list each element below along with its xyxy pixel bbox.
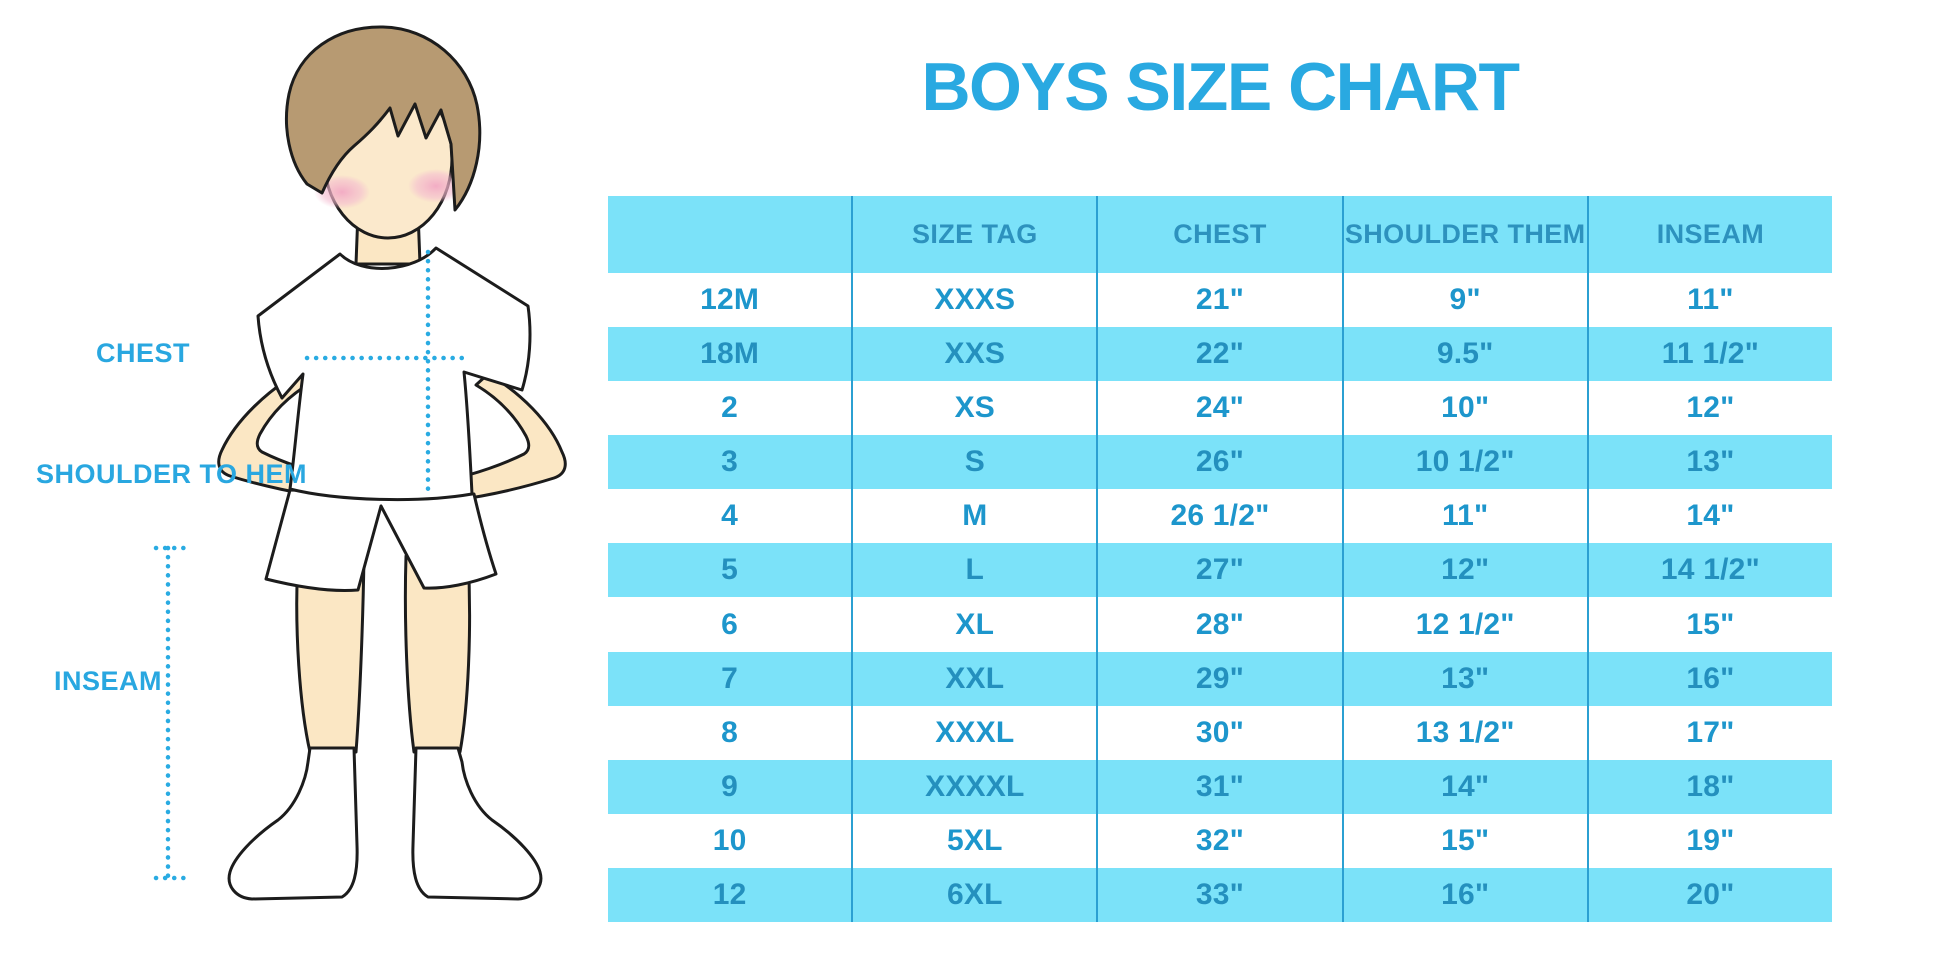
column-header: SHOULDER THEM [1341,196,1587,273]
table-cell: 21" [1096,273,1341,328]
table-row: 12 6XL 33" 16" 20" [608,867,1832,922]
page-title: BOYS SIZE CHART [921,49,1520,125]
table-cell: 28" [1096,597,1341,652]
table-body: 12M XXXS 21" 9" 11" 18M XXS 22" 9.5" 11 1/2" 2 XS 24… [608,273,1832,922]
table-cell: XS [851,381,1096,436]
table-cell: 22" [1096,327,1341,382]
table-cell: 6XL [851,867,1096,922]
table-row: 8 XXXL 30" 13 1/2" 17" [608,705,1832,760]
table-cell: 10" [1341,381,1587,436]
hair-shape [285,25,482,212]
table-cell: 31" [1096,759,1341,814]
table-row: 18M XXS 22" 9.5" 11 1/2" [608,327,1832,382]
table-cell: 13 1/2" [1341,705,1587,760]
column-header: CHEST [1096,196,1341,273]
table-cell: XXXXL [851,759,1096,814]
table-cell: 12 1/2" [1341,597,1587,652]
column-header: INSEAM [1586,196,1832,273]
table-cell: 10 1/2" [1341,435,1587,490]
table-cell: 9.5" [1341,327,1587,382]
table-cell: 33" [1096,867,1341,922]
tshirt-shape [256,246,532,502]
shoulder-to-hem-measure-label: SHOULDER TO HEM [36,459,308,489]
table-cell: 29" [1096,651,1341,706]
table-cell: 18M [700,337,760,371]
table-row: 7 XXL 29" 13" 16" [608,651,1832,706]
table-row: 10 5XL 32" 15" 19" [608,813,1832,868]
column-header: SIZE TAG [851,196,1096,273]
table-cell: 26 1/2" [1096,489,1341,544]
table-cell: 7 [721,661,739,695]
table-cell: 30" [1096,705,1341,760]
table-row: 5 L 27" 12" 14 1/2" [608,543,1832,598]
table-cell: 12M [700,283,760,317]
table-cell: 15" [1586,597,1832,652]
left-leg-shape [295,554,366,754]
table-cell: 12 [712,877,747,911]
table-cell: XXL [851,651,1096,706]
table-cell: 2 [721,391,739,425]
column-header [608,196,851,273]
table-cell: 26" [1096,435,1341,490]
table-cell: 17" [1586,705,1832,760]
table-cell: 14" [1586,489,1832,544]
table-cell: XXXL [851,705,1096,760]
left-sock-shape [227,746,359,901]
cheek-blush-right [408,169,464,203]
table-cell: 12" [1341,543,1587,598]
table-cell: 15" [1341,813,1587,868]
table-cell: S [851,435,1096,490]
table-cell: 32" [1096,813,1341,868]
table-cell: 6 [721,607,739,641]
table-cell: 27" [1096,543,1341,598]
table-cell: M [851,489,1096,544]
table-cell: 19" [1586,813,1832,868]
table-cell: 14" [1341,759,1587,814]
size-table: SIZE TAG CHEST SHOULDER THEM INSEAM 12M XXXS… [608,196,1832,922]
table-row: 2 XS 24" 10" 12" [608,381,1832,436]
table-cell: 9 [721,769,739,803]
table-cell: 16" [1341,867,1587,922]
table-row: 6 XL 28" 12 1/2" 15" [608,597,1832,652]
table-cell: L [851,543,1096,598]
table-cell: XXS [851,327,1096,382]
table-cell: 11" [1586,273,1832,328]
table-cell: 11 1/2" [1586,327,1832,382]
chest-measure-label: CHEST [96,338,191,368]
table-cell: 5 [721,553,739,587]
table-cell: 4 [721,499,739,533]
table-cell: 13" [1586,435,1832,490]
table-cell: 8 [721,715,739,749]
boy-illustration [153,25,567,901]
table-cell: 11" [1341,489,1587,544]
table-row: 4 M 26 1/2" 11" 14" [608,489,1832,544]
shorts-shape [264,488,498,592]
table-cell: 24" [1096,381,1341,436]
table-row: 9 XXXXL 31" 14" 18" [608,759,1832,814]
table-cell: 9" [1341,273,1587,328]
table-cell: 20" [1586,867,1832,922]
table-cell: 10 [712,823,747,857]
table-cell: XL [851,597,1096,652]
table-cell: 16" [1586,651,1832,706]
table-row: 3 S 26" 10 1/2" 13" [608,435,1832,490]
inseam-measure-label: INSEAM [54,666,163,696]
right-sock-shape [411,746,543,901]
table-cell: 5XL [851,813,1096,868]
table-header-row: SIZE TAG CHEST SHOULDER THEM INSEAM [608,196,1832,273]
table-cell: 14 1/2" [1586,543,1832,598]
table-cell: 3 [721,445,739,479]
table-cell: 18" [1586,759,1832,814]
table-cell: 13" [1341,651,1587,706]
table-cell: 12" [1586,381,1832,436]
table-row: 12M XXXS 21" 9" 11" [608,273,1832,328]
table-cell: XXXS [851,273,1096,328]
